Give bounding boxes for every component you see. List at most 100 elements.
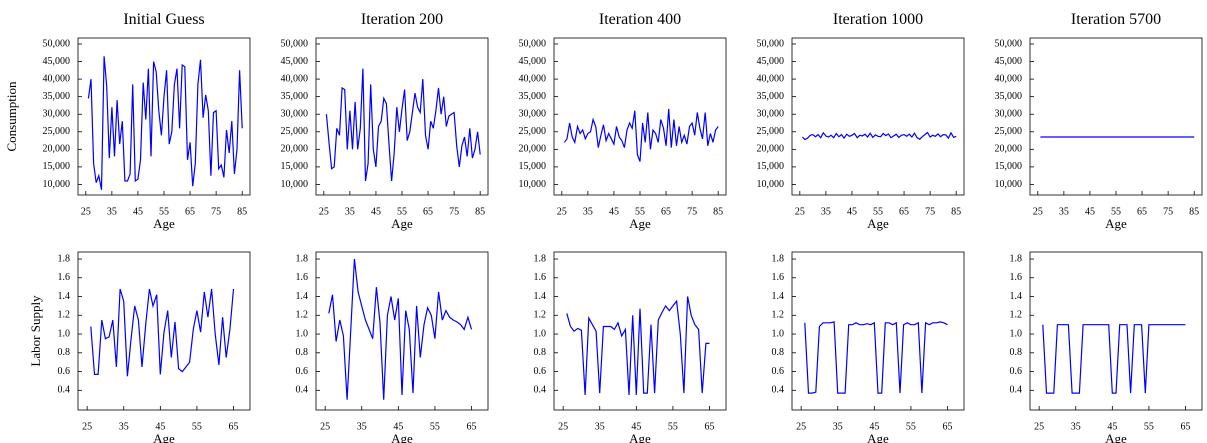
y-tick-label: 1.2	[1010, 310, 1023, 321]
y-tick-label: 40,000	[43, 73, 71, 84]
y-tick-label: 50,000	[43, 38, 71, 49]
x-axis-label: Age	[153, 431, 175, 443]
x-tick-label: 65	[185, 206, 195, 217]
x-tick-label: 65	[661, 206, 671, 217]
x-tick-label: 35	[595, 421, 605, 432]
x-tick-label: 55	[430, 421, 440, 432]
x-tick-label: 65	[899, 206, 909, 217]
y-tick-label: 10,000	[519, 179, 547, 190]
data-line	[804, 321, 948, 394]
plot-frame	[553, 251, 727, 411]
y-tick-label: 40,000	[281, 73, 309, 84]
y-axis-label: Labor Supply	[28, 295, 43, 367]
x-tick-label: 35	[1059, 206, 1069, 217]
plot-frame	[315, 37, 489, 196]
y-tick-label: 45,000	[43, 56, 71, 67]
x-tick-label: 55	[906, 421, 916, 432]
y-tick-label: 1.0	[534, 328, 547, 339]
y-tick-label: 1.0	[772, 328, 785, 339]
data-line	[563, 108, 719, 162]
data-line	[566, 296, 710, 396]
x-tick-label: 45	[155, 421, 165, 432]
y-tick-label: 15,000	[281, 161, 309, 172]
y-tick-label: 0.4	[1010, 385, 1023, 396]
y-tick-label: 0.4	[58, 385, 71, 396]
x-axis-label: Age	[1105, 431, 1127, 443]
y-tick-label: 0.6	[534, 366, 547, 377]
x-tick-label: 45	[133, 206, 143, 217]
y-tick-label: 30,000	[757, 109, 785, 120]
y-tick-label: 45,000	[519, 56, 547, 67]
y-tick-label: 15,000	[995, 161, 1023, 172]
x-tick-label: 35	[345, 206, 355, 217]
y-tick-label: 1.4	[58, 291, 71, 302]
x-axis-label: Age	[153, 216, 175, 231]
chart-title: Iteration 200	[361, 11, 443, 28]
y-axis-label: Consumption	[4, 81, 19, 152]
y-tick-label: 1.4	[296, 291, 309, 302]
y-tick-label: 1.4	[1010, 291, 1023, 302]
y-tick-label: 35,000	[757, 91, 785, 102]
plot-frame	[1029, 251, 1203, 411]
x-tick-label: 25	[1033, 206, 1043, 217]
x-tick-label: 35	[119, 421, 129, 432]
x-tick-label: 35	[107, 206, 117, 217]
y-tick-label: 1.8	[772, 253, 785, 264]
x-tick-label: 85	[713, 206, 723, 217]
x-tick-label: 35	[1071, 421, 1081, 432]
x-tick-label: 45	[847, 206, 857, 217]
x-tick-label: 55	[1111, 206, 1121, 217]
y-tick-label: 1.2	[58, 310, 71, 321]
x-tick-label: 55	[873, 206, 883, 217]
data-line	[87, 56, 243, 190]
y-tick-label: 45,000	[281, 56, 309, 67]
y-tick-label: 1.6	[772, 272, 785, 283]
x-tick-label: 55	[635, 206, 645, 217]
y-tick-label: 35,000	[995, 91, 1023, 102]
x-tick-label: 35	[833, 421, 843, 432]
y-tick-label: 1.8	[1010, 253, 1023, 264]
y-tick-label: 25,000	[519, 126, 547, 137]
x-tick-label: 85	[237, 206, 247, 217]
x-axis-label: Age	[629, 431, 651, 443]
x-tick-label: 55	[1144, 421, 1154, 432]
data-line	[1042, 324, 1186, 394]
data-line	[325, 68, 481, 182]
y-tick-label: 30,000	[519, 109, 547, 120]
x-tick-label: 65	[467, 421, 477, 432]
x-tick-label: 25	[320, 421, 330, 432]
y-tick-label: 0.8	[296, 347, 309, 358]
x-tick-label: 75	[925, 206, 935, 217]
y-tick-label: 25,000	[281, 126, 309, 137]
y-tick-label: 10,000	[757, 179, 785, 190]
y-tick-label: 25,000	[757, 126, 785, 137]
x-axis-label: Age	[629, 216, 651, 231]
y-tick-label: 40,000	[519, 73, 547, 84]
x-tick-label: 25	[1034, 421, 1044, 432]
y-tick-label: 15,000	[519, 161, 547, 172]
y-tick-label: 1.6	[1010, 272, 1023, 283]
y-tick-label: 0.4	[296, 385, 309, 396]
y-tick-label: 20,000	[757, 144, 785, 155]
x-tick-label: 45	[1085, 206, 1095, 217]
y-tick-label: 1.8	[58, 253, 71, 264]
y-tick-label: 0.4	[534, 385, 547, 396]
x-axis-label: Age	[391, 431, 413, 443]
y-tick-label: 0.6	[58, 366, 71, 377]
x-axis-label: Age	[867, 431, 889, 443]
y-tick-label: 0.8	[534, 347, 547, 358]
y-tick-label: 35,000	[281, 91, 309, 102]
chart-title: Iteration 1000	[833, 11, 923, 28]
x-tick-label: 25	[319, 206, 329, 217]
x-tick-label: 65	[229, 421, 239, 432]
y-tick-label: 0.6	[1010, 366, 1023, 377]
y-tick-label: 20,000	[43, 144, 71, 155]
x-tick-label: 75	[1163, 206, 1173, 217]
y-tick-label: 15,000	[757, 161, 785, 172]
y-tick-label: 1.8	[296, 253, 309, 264]
plot-frame	[1029, 37, 1203, 196]
y-tick-label: 1.2	[534, 310, 547, 321]
y-tick-label: 50,000	[519, 38, 547, 49]
plot-frame	[791, 37, 965, 196]
